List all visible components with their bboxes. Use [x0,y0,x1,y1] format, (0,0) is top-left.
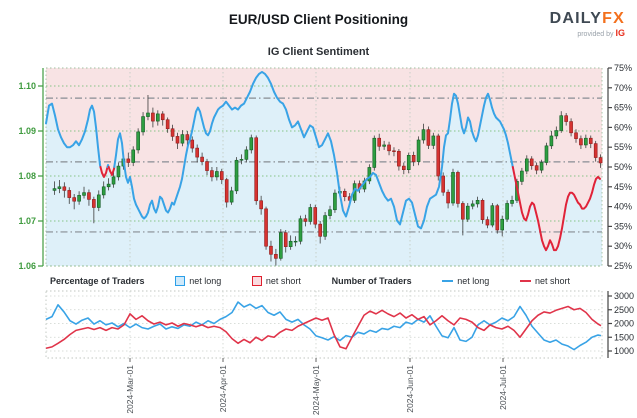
date-tick-label: 2024-May-01 [311,365,321,415]
percent-tick-label: 65% [614,103,632,113]
ig-logo-text: IG [615,27,625,38]
percent-tick-label: 70% [614,83,632,93]
traders-tick-label: 2000 [614,319,634,329]
percent-tick-label: 75% [614,63,632,73]
price-tick-label: 1.06 [18,261,36,271]
num-net-long-label: net long [457,276,490,286]
legend-item-pct-net-long: net long [175,276,221,286]
percent-tick-label: 55% [614,142,632,152]
chart-subtitle: IG Client Sentiment [267,46,370,58]
provided-by-line: provided by IG [550,27,625,39]
percent-tick-label: 30% [614,241,632,251]
price-tick-label: 1.10 [18,81,36,91]
date-tick-label: 2024-Jul-01 [498,365,508,410]
legend-number-label: Number of Traders [331,276,412,286]
legend-item-num-net-short: net short [519,276,570,286]
percent-tick-label: 45% [614,182,632,192]
main-axes: 1.10 1.09 1.08 1.07 1.06 75% 70% 65% 60% 55% 50% 45… [18,63,632,271]
price-tick-label: 1.08 [18,171,36,181]
traders-tick-label: 1000 [614,346,634,356]
legend-item-num-net-long: net long [442,276,489,286]
price-tick-label: 1.09 [18,126,36,136]
percent-tick-label: 60% [614,122,632,132]
traders-tick-label: 1500 [614,332,634,342]
price-tick-label: 1.07 [18,216,36,226]
date-tick-label: 2024-Mar-01 [125,365,135,414]
net-short-square-icon [251,276,262,286]
net-long-square-icon [175,276,186,286]
sentiment-line [45,70,601,252]
net-short-line-icon [519,280,531,282]
net-long-line-icon [442,280,454,282]
traders-panel: 3000 2500 2000 1500 1000 [45,290,634,359]
candlesticks [52,95,603,266]
percent-tick-label: 25% [614,261,632,271]
dailyfx-logo: DAILYFX provided by IG [550,10,625,38]
percent-tick-label: 50% [614,162,632,172]
logo-fx-text: FX [602,10,625,27]
dailyfx-wordmark: DAILYFX [550,10,625,28]
legend-percentage-label: Percentage of Traders [50,276,145,286]
traders-tick-label: 3000 [614,291,634,301]
percent-tick-label: 35% [614,221,632,231]
num-net-short-label: net short [534,276,570,286]
provided-by-text: provided by [577,30,614,38]
page-title: EUR/USD Client Positioning [228,12,409,27]
gridlines [45,67,603,267]
pct-net-long-label: net long [189,276,222,286]
date-tick-label: 2024-Apr-01 [218,365,228,413]
legend-item-pct-net-short: net short [251,276,301,286]
date-tick-label: 2024-Jun-01 [405,365,415,413]
pct-net-short-label: net short [265,276,301,286]
date-axis: 2024-Mar-01 2024-Apr-01 2024-May-01 2024-Ju… [125,358,508,415]
percent-tick-label: 40% [614,202,632,212]
logo-daily-text: DAILY [549,10,603,27]
chart-legend: Percentage of Traders net long net short… [50,273,570,289]
traders-tick-label: 2500 [614,305,634,315]
